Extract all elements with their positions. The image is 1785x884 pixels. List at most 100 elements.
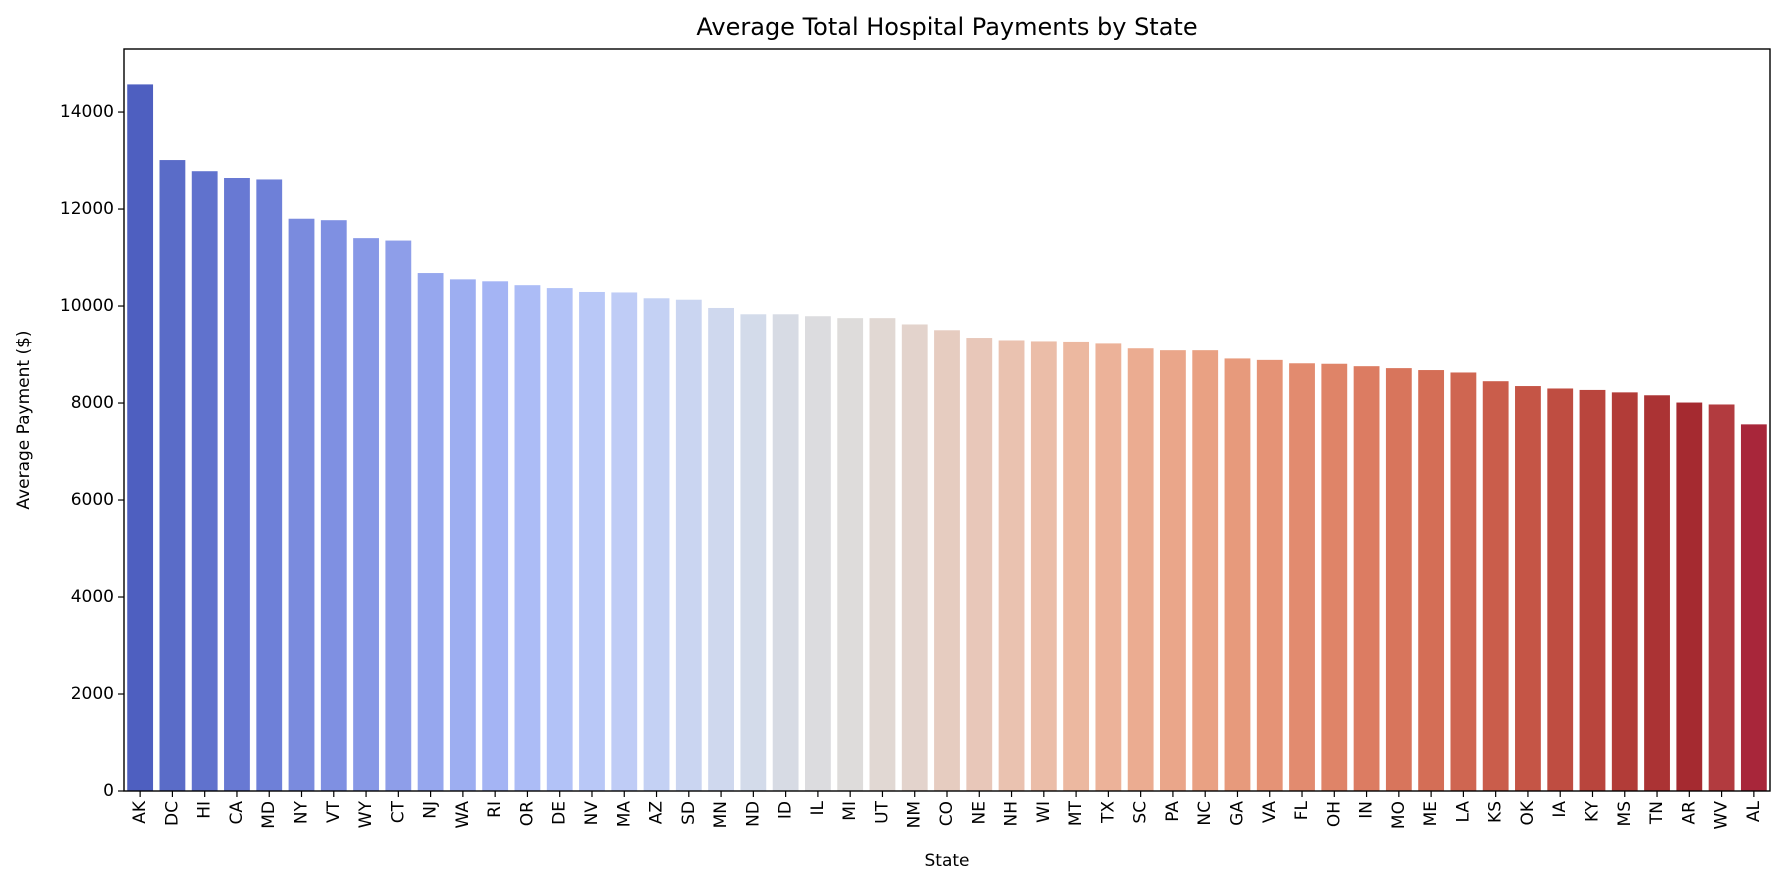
- x-tick-label: CT: [388, 800, 408, 823]
- x-tick-label: ND: [743, 801, 763, 827]
- x-axis: AK DC HI CA MD NY VT WY CT NJ WA RI OR DE NV MA AZ SD MN ND…: [130, 791, 1764, 829]
- x-tick-label: MO: [1389, 801, 1409, 829]
- bar-AZ: [643, 298, 670, 791]
- x-tick-label: IL: [808, 800, 828, 815]
- x-tick-label: TN: [1647, 801, 1667, 825]
- bar-MT: [1063, 341, 1090, 791]
- bar-KY: [1579, 389, 1606, 791]
- bar-WY: [353, 238, 379, 791]
- x-tick-label: PA: [1163, 801, 1183, 822]
- y-tick-label: 10000: [60, 296, 114, 316]
- x-tick-label: KS: [1486, 801, 1506, 823]
- x-tick-label: OK: [1518, 800, 1538, 825]
- bar-MA: [611, 292, 638, 791]
- x-tick-label: VT: [324, 800, 344, 823]
- bar-PA: [1160, 350, 1186, 791]
- x-tick-label: NE: [969, 801, 989, 824]
- x-tick-label: SD: [679, 801, 699, 825]
- x-tick-label: MI: [840, 801, 860, 821]
- y-axis: 0 2000 4000 6000 8000 10000 12000 14000: [60, 102, 124, 801]
- x-tick-label: TX: [1098, 801, 1118, 824]
- x-tick-label: LA: [1453, 801, 1473, 823]
- bar-WV: [1708, 404, 1735, 791]
- x-tick-label: AL: [1744, 800, 1764, 822]
- x-tick-label: WV: [1712, 801, 1732, 830]
- x-tick-label: UT: [872, 800, 892, 823]
- bar-HI: [191, 171, 218, 791]
- bar-MN: [708, 307, 734, 791]
- chart-title: Average Total Hospital Payments by State: [696, 13, 1197, 41]
- x-tick-label: NC: [1195, 801, 1215, 826]
- bar-NH: [998, 340, 1025, 791]
- x-tick-label: IA: [1550, 801, 1570, 818]
- x-tick-label: NV: [582, 801, 602, 826]
- bar-MD: [256, 179, 283, 791]
- x-tick-label: CO: [937, 801, 957, 826]
- x-tick-label: NY: [292, 800, 312, 824]
- x-tick-label: ME: [1421, 801, 1441, 826]
- bar-SC: [1127, 348, 1154, 791]
- y-tick-label: 12000: [60, 199, 114, 219]
- bar-TN: [1644, 395, 1670, 791]
- bars: [127, 84, 1767, 792]
- bar-TX: [1095, 343, 1122, 791]
- bar-IA: [1547, 388, 1574, 791]
- bar-UT: [869, 318, 896, 791]
- bar-WI: [1030, 341, 1057, 791]
- x-tick-label: MN: [711, 801, 731, 828]
- bar-NV: [579, 291, 605, 791]
- bar-LA: [1450, 372, 1477, 791]
- x-tick-label: NM: [905, 801, 925, 828]
- bar-MS: [1611, 392, 1638, 791]
- bar-ND: [740, 314, 767, 791]
- bar-NE: [966, 338, 993, 791]
- x-tick-label: SC: [1131, 801, 1151, 824]
- x-tick-label: MT: [1066, 800, 1086, 826]
- bar-OH: [1321, 363, 1348, 791]
- x-axis-label: State: [925, 851, 970, 871]
- x-tick-label: GA: [1227, 801, 1247, 826]
- x-tick-label: DE: [550, 801, 570, 825]
- bar-KS: [1482, 381, 1509, 791]
- x-tick-label: OR: [517, 801, 537, 826]
- bar-VT: [320, 220, 347, 791]
- bar-CA: [224, 178, 250, 791]
- bar-NJ: [417, 273, 444, 791]
- x-tick-label: HI: [195, 801, 215, 819]
- x-tick-label: WY: [356, 800, 376, 828]
- bar-MO: [1385, 368, 1412, 791]
- x-tick-label: NH: [1002, 801, 1022, 827]
- y-tick-label: 2000: [71, 684, 114, 704]
- x-tick-label: MD: [259, 801, 279, 829]
- bar-AR: [1676, 402, 1703, 791]
- x-tick-label: AK: [130, 800, 150, 824]
- x-tick-label: MS: [1615, 801, 1635, 826]
- bar-OR: [514, 285, 541, 791]
- bar-NY: [288, 218, 315, 792]
- bar-GA: [1224, 358, 1251, 791]
- x-tick-label: FL: [1292, 800, 1312, 820]
- bar-CT: [385, 240, 412, 791]
- plot-frame: [123, 48, 1771, 792]
- bar-AK: [127, 84, 154, 791]
- x-tick-label: CA: [227, 801, 247, 825]
- x-tick-label: KY: [1582, 800, 1602, 822]
- bar-OK: [1515, 386, 1541, 791]
- y-tick-label: 6000: [71, 490, 114, 510]
- bar-NC: [1192, 350, 1219, 791]
- bar-MI: [837, 318, 864, 791]
- x-tick-label: WI: [1034, 801, 1054, 823]
- bar-FL: [1289, 363, 1315, 791]
- bar-SD: [675, 299, 702, 791]
- x-tick-label: VA: [1260, 801, 1280, 824]
- bar-IL: [804, 316, 831, 791]
- x-tick-label: RI: [485, 801, 505, 818]
- x-tick-label: AZ: [647, 801, 667, 824]
- x-tick-label: AR: [1679, 801, 1699, 825]
- x-tick-label: IN: [1357, 801, 1377, 819]
- bar-NM: [901, 324, 928, 791]
- bar-VA: [1256, 359, 1283, 791]
- x-tick-label: OH: [1324, 801, 1344, 827]
- bar-CO: [934, 330, 960, 791]
